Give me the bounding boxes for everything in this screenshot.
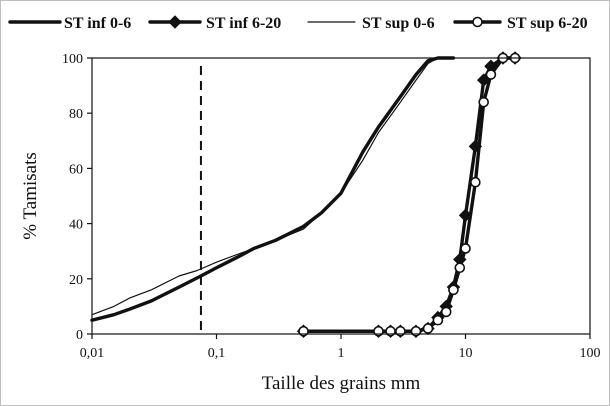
open-circle-marker: [478, 96, 489, 108]
open-circle-marker: [472, 16, 483, 28]
axes: 0 20 40 60 80 100 0,01 0,1 1 10 100: [62, 52, 601, 361]
legend-label: ST sup 0-6: [362, 15, 435, 32]
y-tick-label: 100: [62, 52, 83, 67]
x-tick-label: 10: [459, 346, 473, 361]
legend-label: ST sup 6-20: [507, 15, 588, 32]
legend-item: ST inf 6-20: [148, 15, 281, 32]
y-tick-label: 60: [69, 162, 83, 177]
legend-label: ST inf 6-20: [206, 15, 281, 32]
open-circle-marker: [460, 243, 471, 254]
series-st-inf-0-6: [90, 56, 456, 322]
x-tick-label: 1: [338, 346, 345, 361]
y-tick-label: 80: [69, 107, 83, 122]
open-circle-marker: [432, 314, 444, 326]
series-line: [91, 57, 454, 316]
y-tick-label: 20: [69, 273, 83, 288]
open-circle-marker: [448, 284, 459, 296]
x-axis-label: Taille des grains mm: [262, 373, 421, 394]
open-circle-marker: [422, 323, 434, 334]
open-circle-marker: [470, 176, 481, 188]
y-axis-label: % Tamisats: [20, 152, 41, 240]
open-circle-marker: [440, 306, 452, 318]
legend-label: ST inf 0-6: [64, 15, 131, 32]
open-circle-marker: [454, 262, 466, 274]
series-st-sup-0-6: [91, 57, 454, 316]
legend-item: ST sup 6-20: [453, 15, 588, 32]
x-tick-label: 0,01: [80, 346, 105, 361]
series-line: [90, 56, 456, 322]
legend-item: ST inf 0-6: [8, 15, 131, 32]
y-tick-label: 0: [76, 328, 83, 343]
y-tick-label: 40: [69, 218, 83, 233]
x-tick-label: 0,1: [208, 346, 226, 361]
diamond-marker: [168, 15, 182, 29]
legend: ST inf 0-6 ST inf 6-20 ST sup 0-6 ST sup 6-…: [8, 15, 588, 32]
legend-item: ST sup 0-6: [307, 15, 435, 32]
open-circle-marker: [485, 69, 497, 80]
x-tick-label: 100: [580, 346, 601, 361]
